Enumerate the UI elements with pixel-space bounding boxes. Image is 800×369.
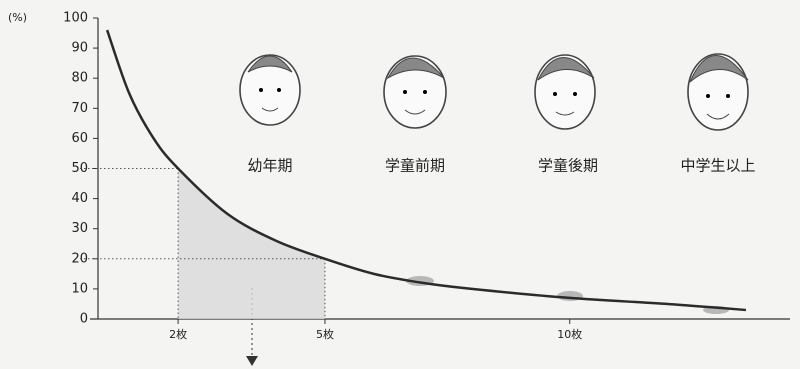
curve-dots [406, 276, 729, 314]
y-unit: (%) [8, 11, 27, 24]
chart: (%) 0 10 20 30 40 50 60 70 80 90 100 2枚 5枚 10枚 幼年期 学童前期… [0, 0, 800, 369]
y-tick-label: 20 [71, 251, 88, 266]
y-tick-label: 90 [71, 41, 88, 56]
y-tick-label: 60 [71, 131, 88, 146]
x-tick-label: 10枚 [557, 327, 582, 341]
y-tick-label: 50 [71, 161, 88, 176]
x-tick-label: 5枚 [316, 327, 334, 341]
y-tick-label: 10 [71, 281, 88, 296]
y-tick-label: 40 [71, 191, 88, 206]
y-tick-label: 30 [71, 221, 88, 236]
y-tick-label: 0 [80, 312, 88, 327]
y-tick-label: 70 [71, 101, 88, 116]
faces [240, 54, 748, 130]
x-tick-label: 2枚 [169, 327, 187, 341]
stage-label: 幼年期 [247, 157, 292, 175]
stage-label: 学童後期 [538, 157, 598, 175]
face-icon [384, 56, 446, 128]
stage-label: 中学生以上 [680, 157, 755, 175]
page: {"chart_data": {"type": "line", "y_unit"… [0, 0, 800, 369]
stage-label: 学童前期 [385, 157, 445, 175]
face-icon [535, 55, 595, 129]
face-icon [240, 55, 300, 125]
y-tick-label: 100 [63, 11, 88, 26]
face-icon [688, 54, 748, 130]
y-tick-label: 80 [71, 71, 88, 86]
